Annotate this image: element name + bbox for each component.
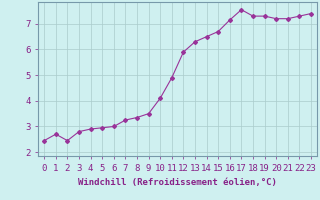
X-axis label: Windchill (Refroidissement éolien,°C): Windchill (Refroidissement éolien,°C) (78, 178, 277, 187)
